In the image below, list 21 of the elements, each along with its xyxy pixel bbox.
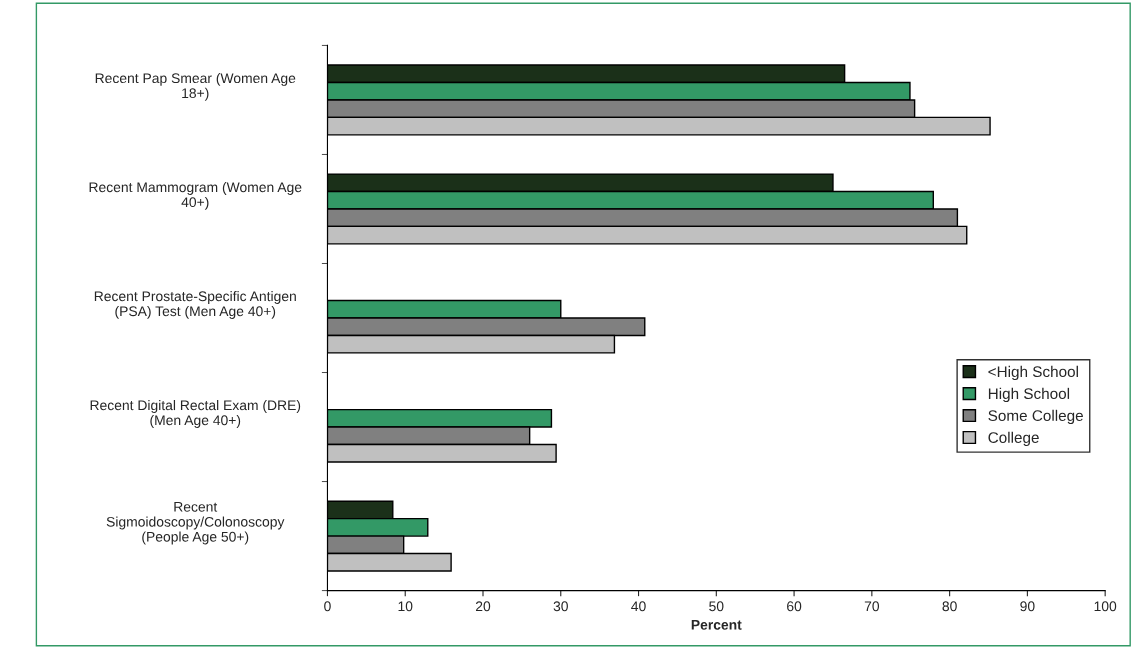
legend-label: College: [988, 431, 1039, 446]
x-tick-label: 40: [631, 601, 646, 612]
y-tick-label: Recent Pap Smear (Women Age 18+): [95, 72, 296, 101]
x-tick-label: 50: [709, 601, 724, 612]
legend-label: Some College: [988, 409, 1083, 425]
y-tick-label: Recent Mammogram (Women Age 40+): [89, 181, 302, 210]
x-tick-label: 60: [787, 601, 802, 612]
legend-label: <High School: [988, 365, 1078, 381]
x-tick-label: 30: [553, 601, 568, 612]
x-tick-label: 100: [1094, 601, 1117, 612]
x-tick-label: 70: [864, 601, 880, 612]
y-tick-label: Recent Digital Rectal Exam (DRE) (Men Age 40+): [90, 400, 301, 428]
legend-label: High School: [988, 387, 1070, 403]
x-tick-label: 90: [1020, 601, 1035, 612]
x-tick-label: 10: [398, 601, 413, 612]
x-tick-label: 80: [942, 601, 957, 612]
x-axis-title: Percent: [691, 620, 742, 630]
y-tick-label: Recent Prostate-Specific Antigen (PSA) Test (Men Age 40+): [94, 290, 296, 319]
x-tick-label: 20: [475, 601, 491, 612]
x-tick-label: 0: [324, 601, 331, 612]
y-tick-label: Recent Sigmoidoscopy/Colonoscopy (People Age 50+): [106, 502, 285, 545]
